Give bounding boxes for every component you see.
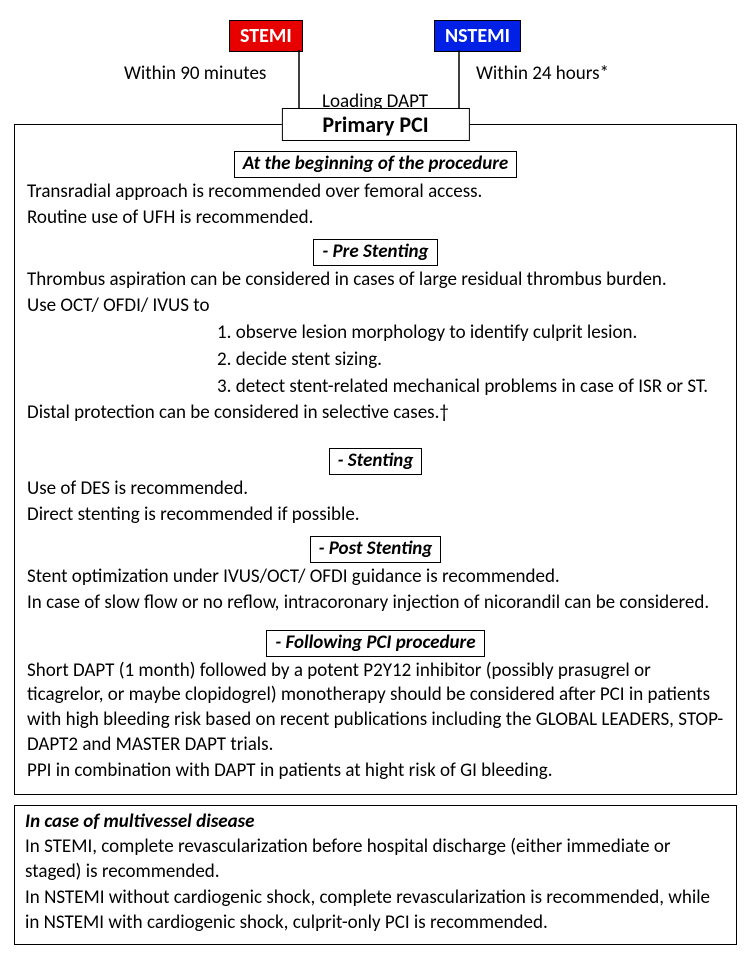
stent-line-2: Direct stenting is recommended if possib… <box>27 503 724 528</box>
multivessel-box: In case of multivessel disease In STEMI,… <box>14 805 737 944</box>
pre-line-3: Distal protection can be considered in s… <box>27 401 724 426</box>
multivessel-title: In case of multivessel disease <box>25 810 726 835</box>
section-stent-label: - Stenting <box>329 448 423 475</box>
section-begin-label: At the beginning of the procedure <box>234 151 518 178</box>
pre-line-1: Thrombus aspiration can be considered in… <box>27 268 724 293</box>
primary-pci-box: At the beginning of the procedure Transr… <box>14 124 737 795</box>
pre-item-3: 3. detect stent-related mechanical probl… <box>217 375 724 400</box>
follow-line-2: PPI in combination with DAPT in patients… <box>27 759 724 784</box>
pre-item-1: 1. observe lesion morphology to identify… <box>217 321 724 346</box>
nstemi-timing: Within 24 hours* <box>476 62 609 85</box>
section-post-label: - Post Stenting <box>310 536 442 563</box>
primary-pci-container: Primary PCI At the beginning of the proc… <box>14 124 737 795</box>
follow-line-1: Short DAPT (1 month) followed by a poten… <box>27 659 724 758</box>
multivessel-line-2: In NSTEMI without cardiogenic shock, com… <box>25 886 726 935</box>
post-line-1: Stent optimization under IVUS/OCT/ OFDI … <box>27 565 724 590</box>
stemi-badge: STEMI <box>229 20 303 52</box>
pre-line-2: Use OCT/ OFDI/ IVUS to <box>27 294 724 319</box>
post-line-2: In case of slow flow or no reflow, intra… <box>27 591 724 616</box>
stemi-timing: Within 90 minutes <box>124 62 266 85</box>
begin-line-2: Routine use of UFH is recommended. <box>27 206 724 231</box>
begin-line-1: Transradial approach is recommended over… <box>27 180 724 205</box>
pre-item-2: 2. decide stent sizing. <box>217 348 724 373</box>
stent-line-1: Use of DES is recommended. <box>27 477 724 502</box>
primary-pci-title: Primary PCI <box>281 108 469 141</box>
multivessel-line-1: In STEMI, complete revascularization bef… <box>25 835 726 884</box>
section-follow-label: - Following PCI procedure <box>266 630 484 657</box>
section-pre-label: - Pre Stenting <box>313 239 437 266</box>
nstemi-badge: NSTEMI <box>434 20 521 52</box>
